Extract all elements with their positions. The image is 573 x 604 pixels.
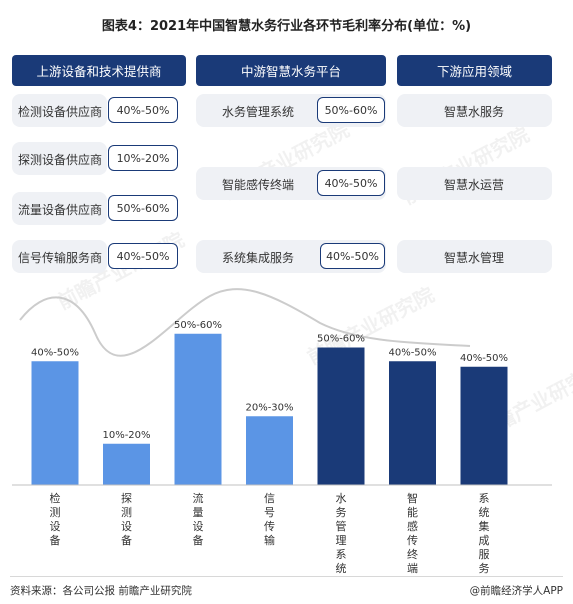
downstream-name: 智慧水服务 — [444, 105, 505, 119]
header-downstream: 下游应用领域 — [397, 55, 552, 86]
upstream-row — [12, 142, 107, 175]
source-note: 资料来源：各公司公报 前瞻产业研究院 — [10, 585, 192, 597]
data-label: 40%-50% — [460, 353, 508, 364]
category-label: 检测设备 — [50, 491, 61, 547]
bar — [317, 347, 365, 485]
chart-title: 图表4：2021年中国智慧水务行业各环节毛利率分布(单位：%) — [101, 19, 472, 34]
data-label: 10%-20% — [102, 430, 150, 441]
midstream-range: 40%-50% — [320, 243, 385, 269]
upstream-range: 40%-50% — [108, 97, 178, 123]
data-label: 20%-30% — [245, 402, 293, 413]
data-label: 40%-50% — [31, 347, 79, 358]
upstream-range: 50%-60% — [108, 195, 178, 221]
upstream-range: 40%-50% — [108, 243, 178, 269]
data-label: 40%-50% — [388, 347, 436, 358]
data-label: 50%-60% — [174, 320, 222, 331]
upstream-name: 信号传输服务商 — [18, 251, 103, 265]
header-upstream: 上游设备和技术提供商 — [12, 55, 186, 86]
brand-label: @前瞻经济学人APP — [469, 585, 563, 597]
header-midstream: 中游智慧水务平台 — [196, 55, 386, 86]
upstream-name: 检测设备供应商 — [18, 105, 103, 119]
category-label: 信号传输 — [264, 492, 275, 547]
bar — [174, 333, 222, 485]
downstream-row — [397, 240, 552, 273]
footer-divider — [10, 576, 563, 577]
category-label: 水务管理系统 — [336, 492, 347, 575]
midstream-range: 50%-60% — [317, 97, 385, 123]
bar — [103, 443, 150, 485]
midstream-name: 水务管理系统 — [222, 105, 295, 119]
midstream-name: 系统集成服务 — [222, 251, 295, 265]
category-label: 智能感传终端 — [407, 491, 418, 575]
bar — [31, 361, 79, 485]
bar — [460, 366, 508, 485]
category-label: 流量设备 — [193, 491, 204, 547]
upstream-name: 探测设备供应商 — [18, 153, 103, 167]
downstream-row — [397, 167, 552, 200]
data-label: 50%-60% — [317, 334, 365, 345]
decorative-curve — [19, 288, 471, 357]
upstream-row — [12, 240, 107, 273]
downstream-name: 智慧水管理 — [444, 251, 505, 265]
upstream-row — [12, 192, 107, 225]
upstream-name: 流量设备供应商 — [18, 203, 103, 217]
upstream-range: 10%-20% — [108, 145, 178, 171]
downstream-name: 智慧水运营 — [444, 178, 505, 192]
midstream-name: 智能感传终端 — [222, 178, 295, 192]
bar-chart: 40%-50% 检测设备 10%-20% 探测设备 50%-60% 流量设备 20%-30%… — [12, 288, 552, 575]
midstream-range: 40%-50% — [317, 170, 385, 196]
bar — [389, 361, 436, 485]
category-label: 系统集成服务 — [479, 492, 490, 575]
downstream-row — [397, 94, 552, 127]
upstream-row — [12, 94, 107, 127]
bar — [246, 416, 293, 485]
category-label: 探测设备 — [121, 492, 132, 547]
